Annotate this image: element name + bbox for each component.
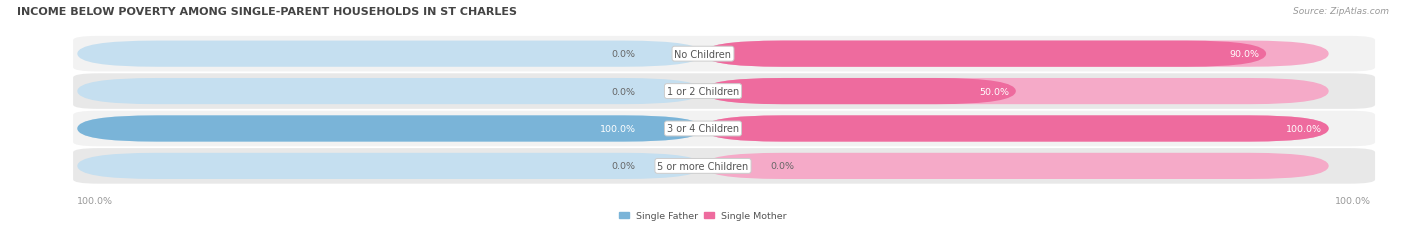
FancyBboxPatch shape bbox=[703, 79, 1329, 105]
FancyBboxPatch shape bbox=[77, 79, 703, 105]
FancyBboxPatch shape bbox=[703, 41, 1267, 67]
FancyBboxPatch shape bbox=[77, 116, 703, 142]
Legend: Single Father, Single Mother: Single Father, Single Mother bbox=[616, 207, 790, 224]
FancyBboxPatch shape bbox=[73, 74, 1375, 109]
FancyBboxPatch shape bbox=[77, 116, 703, 142]
FancyBboxPatch shape bbox=[703, 116, 1329, 142]
Text: 90.0%: 90.0% bbox=[1229, 50, 1260, 59]
Text: 0.0%: 0.0% bbox=[612, 50, 636, 59]
FancyBboxPatch shape bbox=[73, 37, 1375, 72]
Text: No Children: No Children bbox=[675, 49, 731, 59]
FancyBboxPatch shape bbox=[77, 41, 703, 67]
Text: 0.0%: 0.0% bbox=[612, 162, 636, 171]
Text: 0.0%: 0.0% bbox=[612, 87, 636, 96]
Text: 100.0%: 100.0% bbox=[77, 196, 114, 205]
FancyBboxPatch shape bbox=[703, 41, 1329, 67]
FancyBboxPatch shape bbox=[703, 153, 1329, 179]
Text: 5 or more Children: 5 or more Children bbox=[658, 161, 748, 171]
Text: INCOME BELOW POVERTY AMONG SINGLE-PARENT HOUSEHOLDS IN ST CHARLES: INCOME BELOW POVERTY AMONG SINGLE-PARENT… bbox=[17, 7, 517, 17]
Text: Source: ZipAtlas.com: Source: ZipAtlas.com bbox=[1294, 7, 1389, 16]
FancyBboxPatch shape bbox=[703, 116, 1329, 142]
Text: 100.0%: 100.0% bbox=[1285, 125, 1322, 134]
Text: 50.0%: 50.0% bbox=[979, 87, 1010, 96]
Text: 100.0%: 100.0% bbox=[1334, 196, 1371, 205]
FancyBboxPatch shape bbox=[703, 79, 1015, 105]
Text: 100.0%: 100.0% bbox=[599, 125, 636, 134]
FancyBboxPatch shape bbox=[73, 149, 1375, 184]
FancyBboxPatch shape bbox=[73, 111, 1375, 147]
Text: 0.0%: 0.0% bbox=[770, 162, 794, 171]
FancyBboxPatch shape bbox=[77, 153, 703, 179]
Text: 3 or 4 Children: 3 or 4 Children bbox=[666, 124, 740, 134]
Text: 1 or 2 Children: 1 or 2 Children bbox=[666, 87, 740, 97]
